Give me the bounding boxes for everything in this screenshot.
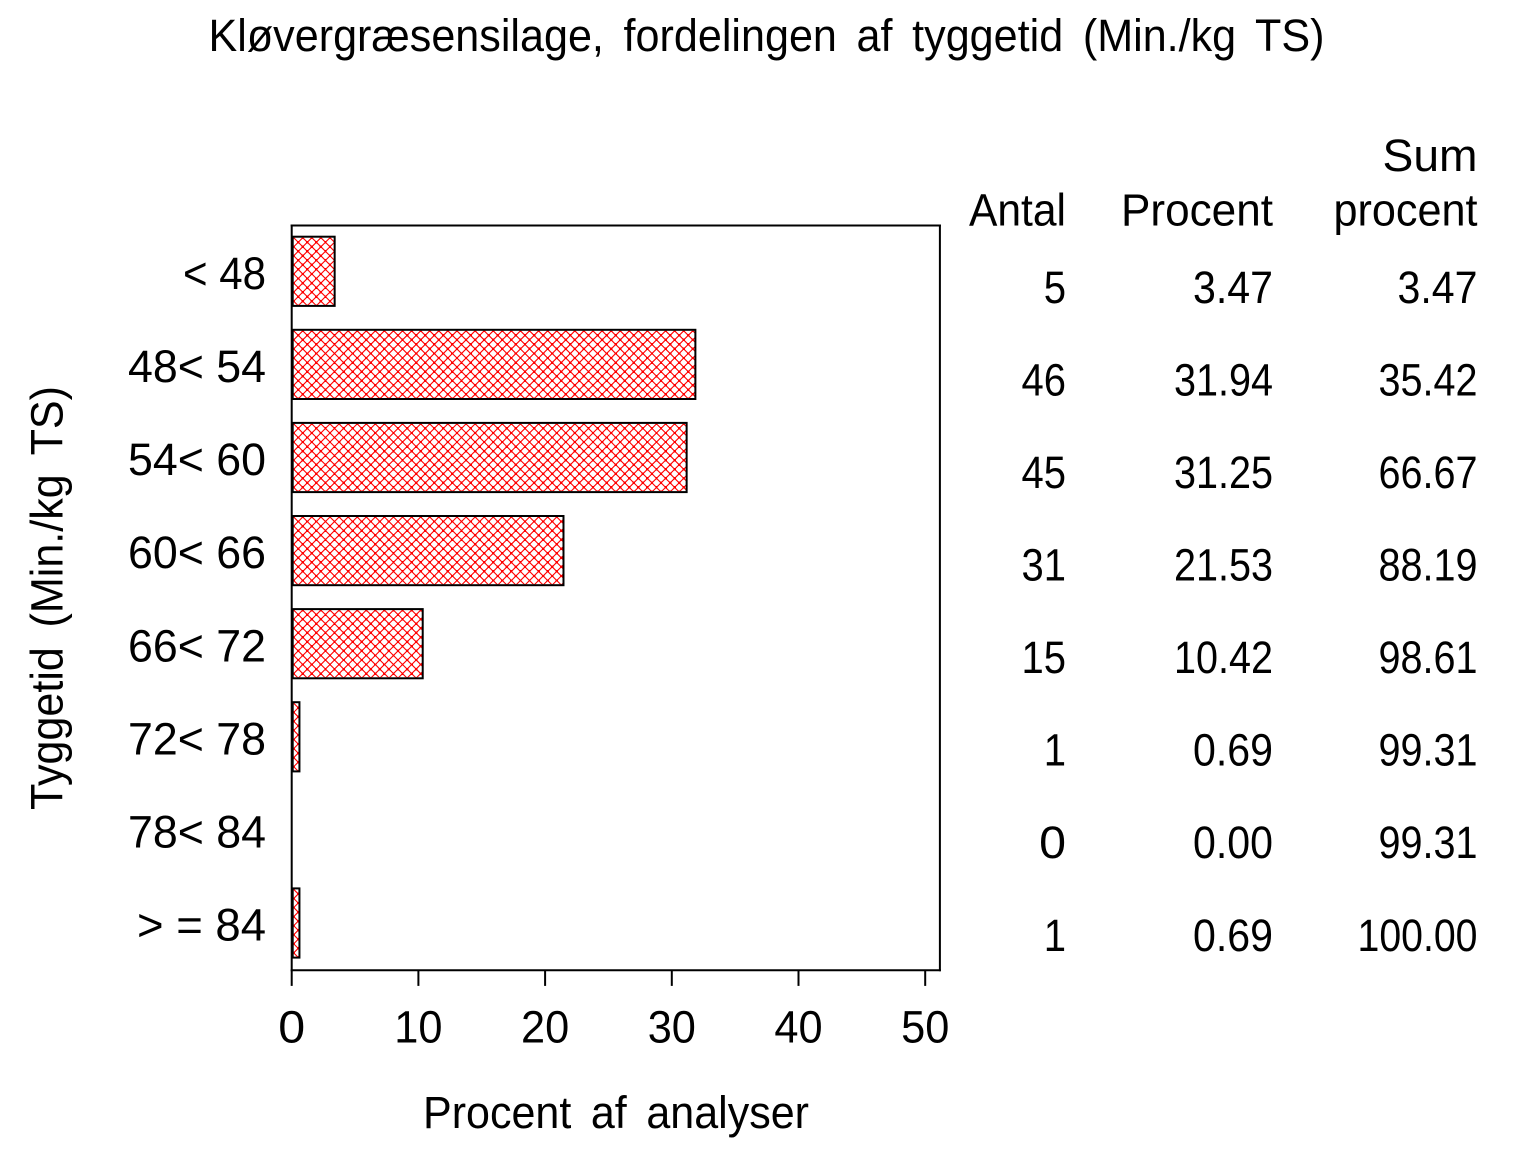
svg-text:10.42: 10.42: [1174, 632, 1273, 683]
svg-text:66< 72: 66< 72: [128, 620, 266, 671]
svg-text:0.69: 0.69: [1193, 910, 1273, 961]
svg-text:35.42: 35.42: [1379, 355, 1478, 406]
svg-text:72< 78: 72< 78: [128, 713, 266, 764]
svg-text:0: 0: [278, 1002, 305, 1053]
svg-text:21.53: 21.53: [1174, 540, 1273, 591]
svg-text:99.31: 99.31: [1379, 725, 1478, 776]
svg-text:78< 84: 78< 84: [128, 807, 266, 858]
svg-text:88.19: 88.19: [1379, 540, 1478, 591]
svg-text:60< 66: 60< 66: [128, 527, 266, 578]
svg-text:31.25: 31.25: [1174, 447, 1273, 498]
svg-text:54< 60: 54< 60: [128, 434, 266, 485]
svg-text:40: 40: [774, 1002, 822, 1053]
svg-text:0.00: 0.00: [1193, 817, 1273, 868]
svg-text:Sum: Sum: [1383, 130, 1478, 181]
svg-text:Tyggetid (Min./kg TS): Tyggetid (Min./kg TS): [22, 386, 73, 810]
svg-text:> = 84: > = 84: [137, 900, 266, 951]
svg-text:45: 45: [1022, 447, 1067, 498]
svg-text:15: 15: [1022, 632, 1067, 683]
svg-text:Procent af analyser: Procent af analyser: [423, 1087, 809, 1138]
svg-text:0.69: 0.69: [1193, 725, 1273, 776]
svg-text:46: 46: [1022, 355, 1067, 406]
svg-text:procent: procent: [1334, 185, 1478, 236]
svg-text:10: 10: [394, 1002, 442, 1053]
svg-text:50: 50: [901, 1002, 949, 1053]
svg-text:0: 0: [1039, 817, 1066, 868]
svg-text:98.61: 98.61: [1379, 632, 1478, 683]
svg-text:< 48: < 48: [183, 248, 266, 299]
svg-text:Antal: Antal: [969, 185, 1066, 236]
svg-text:5: 5: [1044, 262, 1066, 313]
svg-text:3.47: 3.47: [1193, 262, 1273, 313]
svg-text:3.47: 3.47: [1398, 262, 1478, 313]
svg-text:30: 30: [648, 1002, 696, 1053]
svg-text:66.67: 66.67: [1379, 447, 1478, 498]
svg-text:99.31: 99.31: [1379, 817, 1478, 868]
svg-text:48< 54: 48< 54: [128, 341, 266, 392]
svg-text:100.00: 100.00: [1358, 910, 1478, 961]
svg-text:20: 20: [521, 1002, 569, 1053]
svg-text:1: 1: [1044, 910, 1066, 961]
svg-text:Kløvergræsensilage, fordelinge: Kløvergræsensilage, fordelingen af tygge…: [209, 10, 1325, 61]
svg-text:Procent: Procent: [1121, 185, 1273, 236]
svg-text:31: 31: [1022, 540, 1067, 591]
svg-text:1: 1: [1044, 725, 1066, 776]
svg-text:31.94: 31.94: [1174, 355, 1273, 406]
